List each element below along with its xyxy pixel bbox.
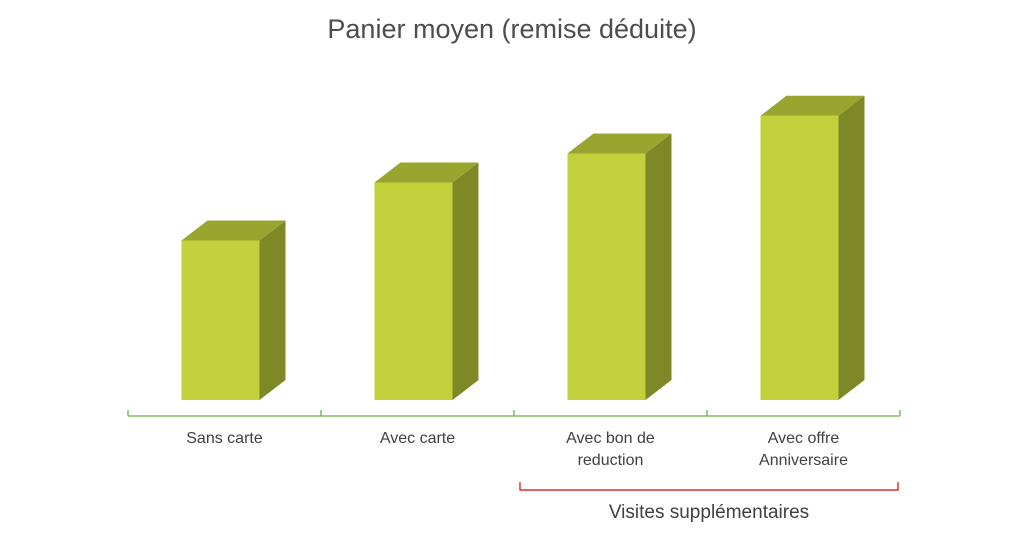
bracket-line	[519, 482, 899, 491]
category-label: Avec offre Anniversaire	[759, 430, 848, 469]
category-label-line: Sans carte	[186, 430, 263, 447]
category-axis	[127, 410, 901, 417]
bar-top-face	[181, 220, 286, 241]
bar-side-face	[645, 133, 672, 400]
bar-top-face	[567, 133, 672, 154]
bar-front-face	[181, 240, 260, 400]
chart-title: Panier moyen (remise déduite)	[327, 14, 696, 44]
group-bracket-label: Visites supplémentaires	[609, 502, 809, 523]
bar-top-face	[374, 162, 479, 183]
bar-front-face	[374, 182, 453, 400]
bar-2	[567, 133, 672, 400]
bar-front-face	[567, 153, 646, 400]
category-label-line: reduction	[578, 452, 644, 469]
category-label-line: Avec carte	[380, 430, 455, 447]
category-labels: Sans carte Avec carte Avec bon de reduction…	[186, 430, 848, 469]
bar-front-face	[760, 115, 839, 401]
category-label: Sans carte	[186, 430, 263, 447]
bar-side-face	[838, 95, 865, 401]
bar-side-face	[452, 162, 479, 400]
category-label: Avec bon de reduction	[566, 430, 655, 469]
bar-top-face	[760, 95, 865, 116]
bar-side-face	[259, 220, 286, 400]
group-bracket: Visites supplémentaires	[519, 482, 899, 523]
category-label: Avec carte	[380, 430, 455, 447]
bar-3	[760, 95, 865, 401]
bar-1	[374, 162, 479, 400]
category-label-line: Avec offre	[768, 430, 840, 447]
bar-0	[181, 220, 286, 400]
bars-group	[181, 95, 865, 401]
category-label-line: Anniversaire	[759, 452, 848, 469]
category-label-line: Avec bon de	[566, 430, 655, 447]
